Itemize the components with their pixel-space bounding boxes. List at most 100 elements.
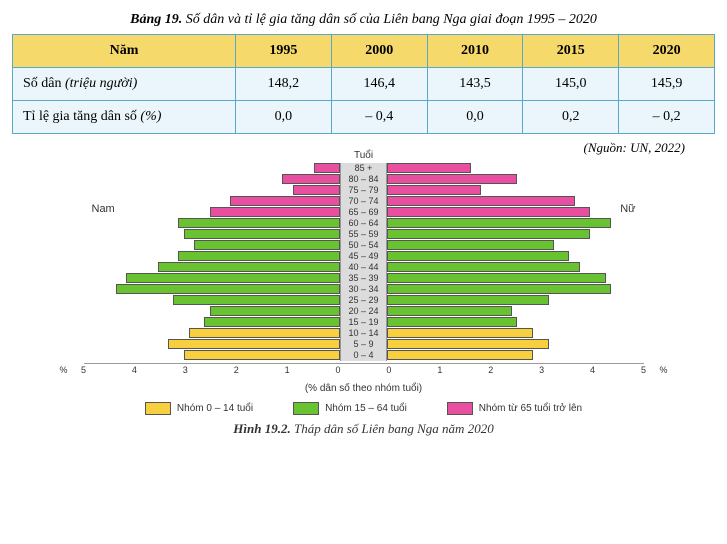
age-label: 0 – 4 [340, 350, 388, 361]
pyramid-row: 10 – 14 [54, 328, 674, 339]
age-label: 15 – 19 [340, 317, 388, 328]
legend-swatch [145, 402, 171, 415]
age-label: 20 – 24 [340, 306, 388, 317]
legend-label: Nhóm 0 – 14 tuổi [177, 403, 253, 414]
bar-male [116, 284, 340, 294]
age-label: 50 – 54 [340, 240, 388, 251]
bar-male [178, 251, 339, 261]
pyramid-row: 5 – 9 [54, 339, 674, 350]
bar-female [387, 218, 611, 228]
age-label: 40 – 44 [340, 262, 388, 273]
bar-female [387, 251, 569, 261]
x-tick: 3 [532, 365, 552, 375]
bar-female [387, 273, 605, 283]
bar-female [387, 196, 574, 206]
x-tick: 5 [633, 365, 653, 375]
bar-male [184, 229, 340, 239]
age-label: 25 – 29 [340, 295, 388, 306]
bar-female [387, 185, 481, 195]
figure-caption-bold: Hình 19.2. [233, 421, 290, 436]
age-label: 60 – 64 [340, 218, 388, 229]
data-table: Năm19952000201020152020 Số dân (triệu ng… [12, 34, 715, 134]
age-label: 55 – 59 [340, 229, 388, 240]
table-cell: 148,2 [236, 68, 332, 101]
legend-label: Nhóm từ 65 tuổi trở lên [479, 403, 582, 414]
bar-female [387, 306, 512, 316]
table-title-bold: Bảng 19. [130, 12, 182, 27]
bar-male [189, 328, 340, 338]
pyramid-row: 80 – 84 [54, 174, 674, 185]
table-header-cell: 1995 [236, 35, 332, 68]
bar-female [387, 207, 590, 217]
table-row-label: Số dân (triệu người) [13, 68, 236, 101]
bar-male [282, 174, 339, 184]
pyramid-row: 40 – 44 [54, 262, 674, 273]
table-row-label: Tỉ lệ gia tăng dân số (%) [13, 101, 236, 134]
bar-female [387, 317, 517, 327]
table-header-cell: Năm [13, 35, 236, 68]
table-cell: 0,0 [427, 101, 523, 134]
x-axis: % % 543210012345 [54, 363, 674, 385]
age-label: 45 – 49 [340, 251, 388, 262]
table-title-rest: Số dân và tỉ lệ gia tăng dân số của Liên… [182, 12, 597, 27]
bar-male [173, 295, 339, 305]
pyramid-row: 25 – 29 [54, 295, 674, 306]
age-label: 10 – 14 [340, 328, 388, 339]
pyramid-row: 45 – 49 [54, 251, 674, 262]
bar-male [194, 240, 340, 250]
table-cell: 145,0 [523, 68, 619, 101]
age-label: 30 – 34 [340, 284, 388, 295]
x-tick: 0 [379, 365, 399, 375]
bar-female [387, 295, 548, 305]
table-cell: 146,4 [331, 68, 427, 101]
bar-male [126, 273, 339, 283]
population-pyramid: Tuổi Nam Nữ 85 +80 – 8475 – 7970 – 7465 … [54, 150, 674, 437]
bar-male [230, 196, 339, 206]
bar-female [387, 350, 533, 360]
bar-male [204, 317, 339, 327]
bar-female [387, 240, 553, 250]
table-cell: 143,5 [427, 68, 523, 101]
pyramid-rows: Nam Nữ 85 +80 – 8475 – 7970 – 7465 – 696… [54, 163, 674, 361]
table-cell: 145,9 [619, 68, 715, 101]
pyramid-row: 50 – 54 [54, 240, 674, 251]
bar-male [314, 163, 340, 173]
pyramid-row: 65 – 69 [54, 207, 674, 218]
pyramid-row: 20 – 24 [54, 306, 674, 317]
age-label: 80 – 84 [340, 174, 388, 185]
legend-item: Nhóm 15 – 64 tuổi [293, 402, 407, 415]
bar-female [387, 339, 548, 349]
table-header-cell: 2020 [619, 35, 715, 68]
bar-female [387, 284, 611, 294]
pyramid-row: 0 – 4 [54, 350, 674, 361]
legend-item: Nhóm từ 65 tuổi trở lên [447, 402, 582, 415]
pyramid-row: 55 – 59 [54, 229, 674, 240]
chart-legend: Nhóm 0 – 14 tuổi Nhóm 15 – 64 tuổi Nhóm từ… [54, 402, 674, 415]
chart-top-title: Tuổi [54, 150, 674, 163]
age-label: 75 – 79 [340, 185, 388, 196]
table-header-cell: 2015 [523, 35, 619, 68]
age-label: 85 + [340, 163, 388, 174]
x-tick: 4 [583, 365, 603, 375]
table-header-cell: 2000 [331, 35, 427, 68]
bar-male [210, 306, 340, 316]
pyramid-row: 75 – 79 [54, 185, 674, 196]
x-tick: 1 [430, 365, 450, 375]
x-tick: 2 [481, 365, 501, 375]
bar-female [387, 328, 533, 338]
x-tick: 4 [124, 365, 144, 375]
x-tick: 5 [74, 365, 94, 375]
age-label: 35 – 39 [340, 273, 388, 284]
legend-swatch [293, 402, 319, 415]
legend-swatch [447, 402, 473, 415]
bar-female [387, 229, 590, 239]
table-cell: 0,2 [523, 101, 619, 134]
pyramid-row: 60 – 64 [54, 218, 674, 229]
figure-caption: Hình 19.2. Tháp dân số Liên bang Nga năm… [54, 421, 674, 437]
table-cell: – 0,4 [331, 101, 427, 134]
table-cell: – 0,2 [619, 101, 715, 134]
x-tick: 1 [277, 365, 297, 375]
x-tick: 2 [226, 365, 246, 375]
pyramid-row: 70 – 74 [54, 196, 674, 207]
table-cell: 0,0 [236, 101, 332, 134]
